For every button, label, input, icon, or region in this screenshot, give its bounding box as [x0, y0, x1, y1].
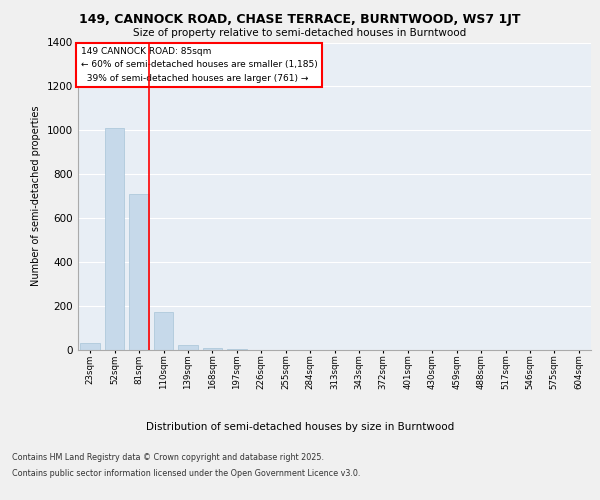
- Bar: [178, 344, 198, 350]
- Bar: [203, 348, 222, 350]
- Bar: [80, 344, 100, 350]
- Text: 149, CANNOCK ROAD, CHASE TERRACE, BURNTWOOD, WS7 1JT: 149, CANNOCK ROAD, CHASE TERRACE, BURNTW…: [79, 12, 521, 26]
- Bar: [130, 194, 149, 350]
- Y-axis label: Number of semi-detached properties: Number of semi-detached properties: [31, 106, 41, 286]
- Bar: [154, 312, 173, 350]
- Text: 149 CANNOCK ROAD: 85sqm
← 60% of semi-detached houses are smaller (1,185)
  39% : 149 CANNOCK ROAD: 85sqm ← 60% of semi-de…: [80, 47, 317, 82]
- Bar: [105, 128, 124, 350]
- Text: Size of property relative to semi-detached houses in Burntwood: Size of property relative to semi-detach…: [133, 28, 467, 38]
- Text: Distribution of semi-detached houses by size in Burntwood: Distribution of semi-detached houses by …: [146, 422, 454, 432]
- Bar: [227, 349, 247, 350]
- Text: Contains public sector information licensed under the Open Government Licence v3: Contains public sector information licen…: [12, 468, 361, 477]
- Text: Contains HM Land Registry data © Crown copyright and database right 2025.: Contains HM Land Registry data © Crown c…: [12, 454, 324, 462]
